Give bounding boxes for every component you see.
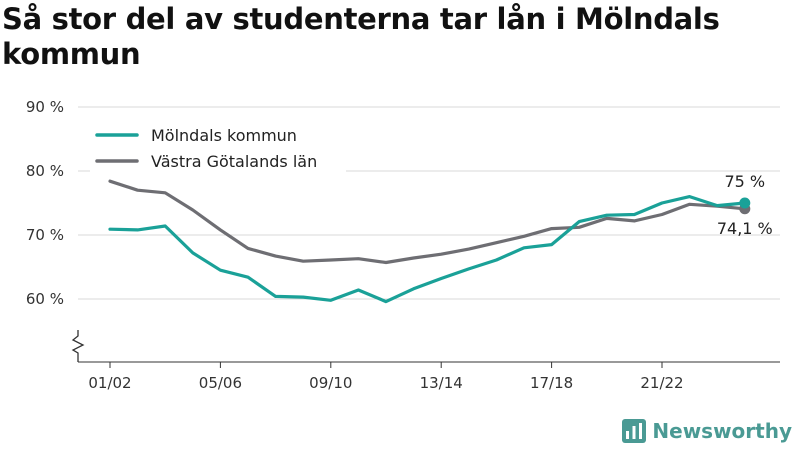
legend-label: Västra Götalands län — [151, 152, 317, 171]
y-tick-label: 80 % — [26, 162, 64, 180]
series-line — [108, 195, 747, 304]
legend-background — [90, 120, 346, 178]
axis-break-icon — [71, 330, 85, 362]
y-tick-label: 90 % — [26, 98, 64, 116]
bar-chart-logo-icon — [622, 419, 647, 443]
series-line — [108, 179, 747, 265]
brand-logo: Newsworthy — [622, 419, 792, 443]
brand-name: Newsworthy — [652, 419, 792, 443]
end-label: 74,1 % — [717, 219, 773, 238]
x-tick-label: 21/22 — [640, 374, 683, 392]
y-tick-label: 70 % — [26, 226, 64, 244]
x-tick-label: 09/10 — [309, 374, 352, 392]
x-tick-label: 01/02 — [88, 374, 131, 392]
y-tick-label: 60 % — [26, 290, 64, 308]
chart-title: Så stor del av studenterna tar lån i Möl… — [2, 2, 720, 71]
x-tick-label: 13/14 — [420, 374, 463, 392]
x-tick-label: 17/18 — [530, 374, 573, 392]
end-label: 75 % — [724, 172, 765, 191]
x-tick-label: 05/06 — [199, 374, 242, 392]
legend-label: Mölndals kommun — [151, 126, 297, 145]
end-point-marker — [739, 197, 751, 209]
